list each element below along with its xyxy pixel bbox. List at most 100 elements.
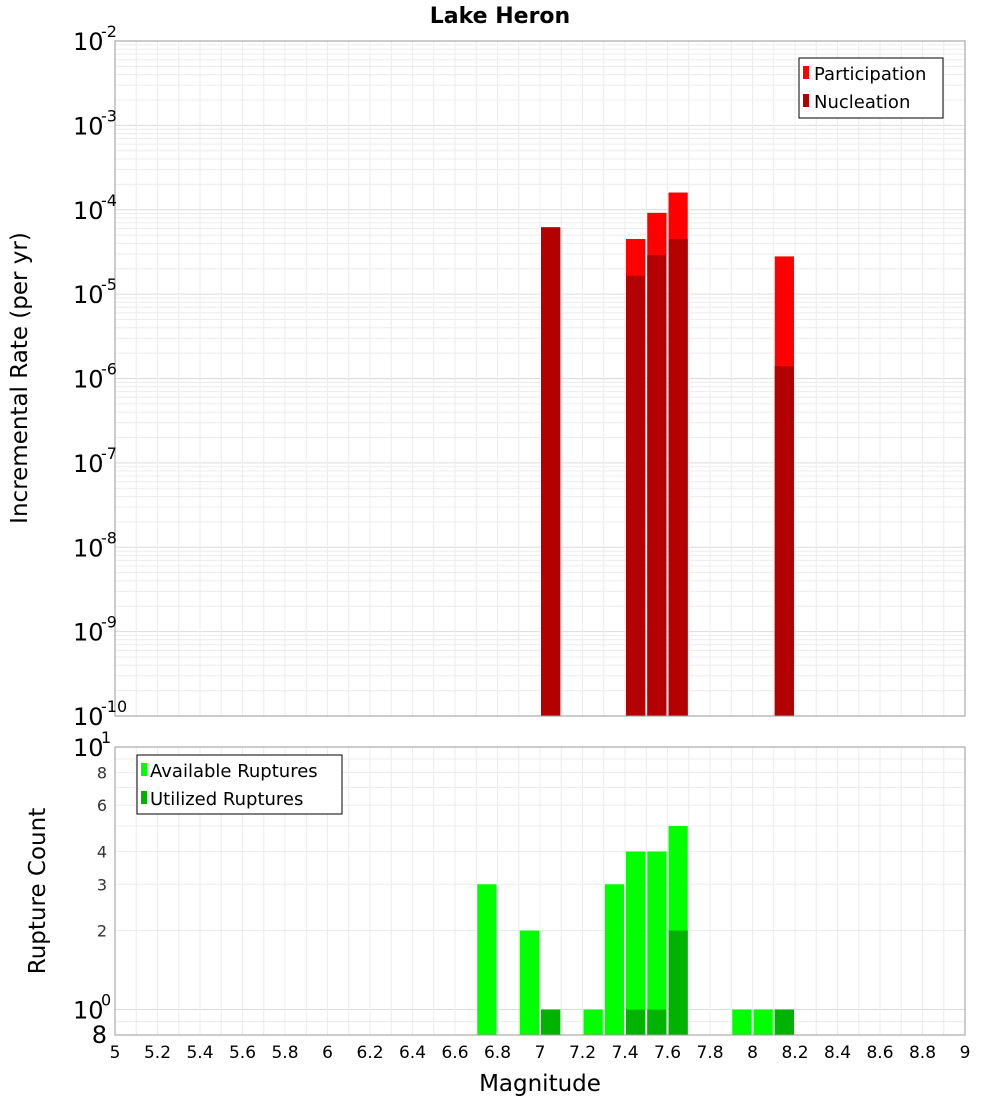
top-y-tick-exponent: -4: [101, 191, 117, 210]
legend-nucleation-swatch: [803, 94, 809, 107]
nucleation-bars: [541, 227, 794, 716]
available-ruptures-bar: [626, 851, 646, 1035]
top-legend: Participation Nucleation: [798, 57, 944, 119]
available-ruptures-bar: [477, 884, 497, 1035]
top-y-tick-exponent: -9: [101, 613, 117, 632]
bottom-y-axis-label: Rupture Count: [25, 808, 51, 974]
legend-participation-label: Participation: [814, 64, 926, 85]
top-y-tick: 10-9: [73, 613, 117, 647]
top-y-tick-base: 10: [73, 28, 104, 56]
x-tick-label: 8.2: [781, 1043, 808, 1063]
top-y-tick: 10-4: [73, 191, 117, 225]
top-y-tick-base: 10: [73, 534, 104, 562]
x-tick-label: 6.2: [356, 1043, 383, 1063]
legend-available-label: Available Ruptures: [150, 761, 318, 782]
top-y-tick-exponent: -10: [101, 697, 127, 716]
bottom-y-tick-base: 10: [73, 734, 104, 762]
x-axis-label: Magnitude: [479, 1071, 601, 1097]
utilized-ruptures-bars: [541, 930, 794, 1035]
bottom-y-minor-tick-label: 4: [97, 842, 107, 861]
x-tick-label: 8.8: [909, 1043, 936, 1063]
nucleation-bar: [774, 366, 794, 716]
bottom-y-minor-tick-label: 2: [97, 922, 107, 941]
top-y-tick-base: 10: [73, 450, 104, 478]
bottom-plot-frame: [114, 746, 966, 1036]
x-tick-labels: 5 5.2 5.4 5.6 5.8 6 6.2 6.4 6.6 6.8 7 7.2 7.4 7.6 7.8 8…: [110, 1043, 971, 1063]
x-tick-label: 6.8: [484, 1043, 511, 1063]
utilized-ruptures-bar: [647, 1009, 667, 1035]
bottom-y-tick-base: 10: [73, 997, 104, 1025]
legend-utilized-label: Utilized Ruptures: [150, 789, 303, 810]
top-y-tick-base: 10: [73, 619, 104, 647]
bottom-y-tick-exponent: 1: [101, 728, 111, 747]
available-ruptures-bar: [753, 1009, 773, 1035]
x-tick-label: 6.4: [399, 1043, 426, 1063]
top-y-tick-exponent: -7: [101, 444, 117, 463]
x-tick-label: 5.2: [144, 1043, 171, 1063]
top-plot-frame: [114, 40, 966, 717]
x-tick-label: 8: [747, 1043, 758, 1063]
x-tick-label: 5.8: [271, 1043, 298, 1063]
x-tick-label: 7.2: [569, 1043, 596, 1063]
bottom-legend-box: [136, 754, 343, 815]
available-ruptures-bar: [647, 851, 667, 1035]
top-y-tick-exponent: -3: [101, 106, 117, 125]
bottom-y-minor-tick-label: 8: [97, 763, 107, 782]
top-y-tick-base: 10: [73, 703, 104, 731]
top-y-tick-base: 10: [73, 112, 104, 140]
nucleation-bar: [626, 275, 646, 716]
x-tick-label: 7.4: [611, 1043, 638, 1063]
x-tick-label: 6: [322, 1043, 333, 1063]
x-tick-label: 7.8: [696, 1043, 723, 1063]
bottom-legend: Available Ruptures Utilized Ruptures: [136, 754, 343, 815]
bottom-y-major-tick: 101: [73, 728, 111, 762]
x-tick-label: 7: [535, 1043, 546, 1063]
bottom-y-min-label: 8: [92, 1021, 107, 1049]
utilized-ruptures-bar: [774, 1009, 794, 1035]
top-y-tick: 10-8: [73, 528, 117, 562]
top-y-tick: 10-6: [73, 360, 117, 394]
x-tick-label: 5.4: [186, 1043, 213, 1063]
nucleation-bar: [668, 239, 688, 716]
top-y-tick: 10-3: [73, 106, 117, 140]
x-tick-label: 6.6: [441, 1043, 468, 1063]
legend-participation-swatch: [803, 66, 809, 79]
x-tick-label: 5.6: [229, 1043, 256, 1063]
top-y-tick-base: 10: [73, 366, 104, 394]
legend-utilized-swatch: [141, 791, 147, 804]
bottom-y-tick-exponent: 0: [101, 991, 111, 1010]
top-legend-box: [798, 57, 944, 119]
bottom-y-minor-tick-label: 6: [97, 796, 107, 815]
x-tick-label: 8.4: [824, 1043, 851, 1063]
legend-available-swatch: [141, 763, 147, 776]
bottom-y-minor-tick-label: 3: [97, 875, 107, 894]
top-y-tick: 10-2: [73, 22, 117, 56]
x-tick-label: 7.6: [654, 1043, 681, 1063]
top-y-tick-exponent: -5: [101, 275, 117, 294]
x-tick-label: 8.6: [866, 1043, 893, 1063]
nucleation-bar: [541, 227, 561, 716]
utilized-ruptures-bar: [541, 1009, 561, 1035]
utilized-ruptures-bar: [626, 1009, 646, 1035]
top-y-tick-base: 10: [73, 281, 104, 309]
available-ruptures-bar: [519, 930, 539, 1035]
x-tick-label: 9: [960, 1043, 971, 1063]
available-ruptures-bar: [604, 884, 624, 1035]
top-y-tick-exponent: -2: [101, 22, 117, 41]
top-y-axis-label: Incremental Rate (per yr): [7, 232, 33, 524]
top-y-tick: 10-10: [73, 697, 127, 731]
top-y-tick: 10-7: [73, 444, 117, 478]
chart-title: Lake Heron: [430, 4, 570, 29]
legend-nucleation-label: Nucleation: [814, 92, 910, 113]
utilized-ruptures-bar: [668, 930, 688, 1035]
top-y-tick: 10-5: [73, 275, 117, 309]
x-tick-label: 5: [110, 1043, 121, 1063]
top-y-tick-base: 10: [73, 197, 104, 225]
available-ruptures-bar: [583, 1009, 603, 1035]
available-ruptures-bar: [732, 1009, 752, 1035]
top-y-tick-exponent: -6: [101, 360, 117, 379]
top-y-tick-exponent: -8: [101, 528, 117, 547]
